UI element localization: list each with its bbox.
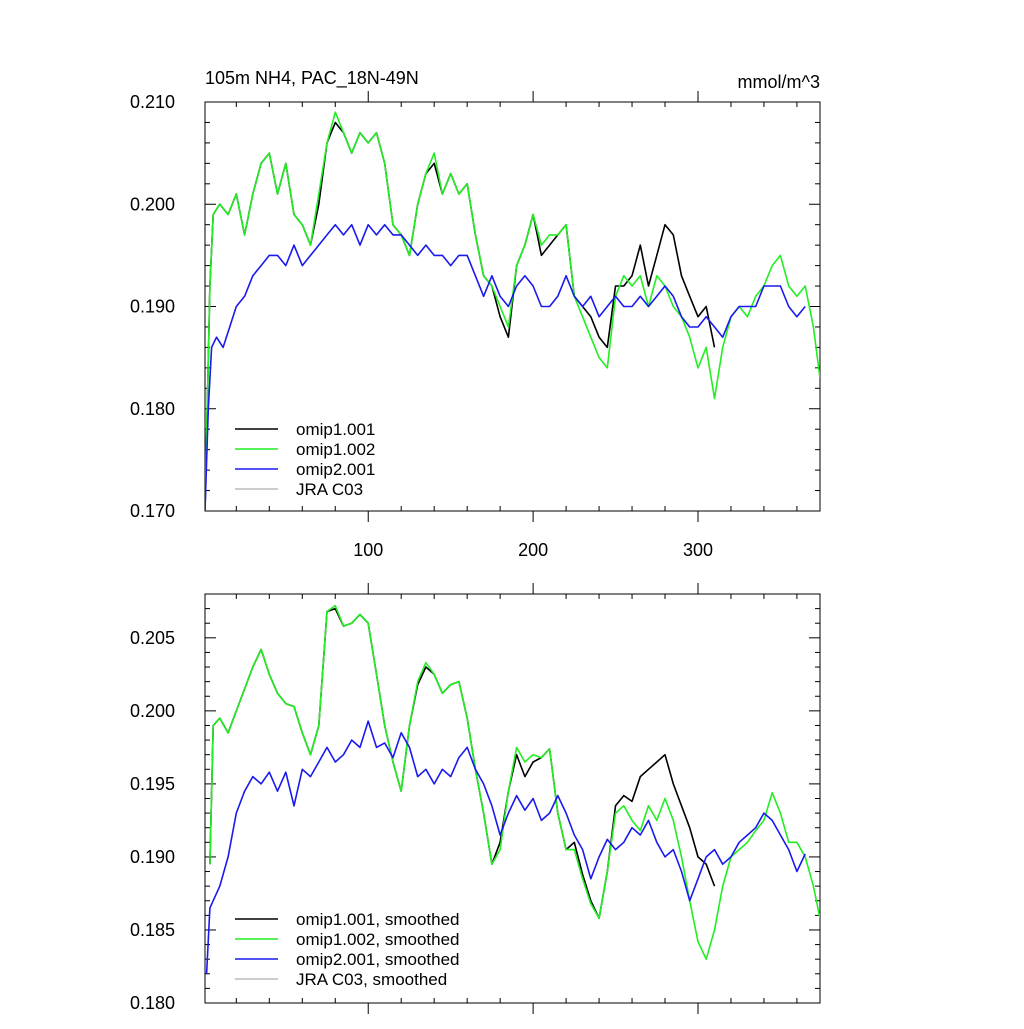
top-panel: 105m NH4, PAC_18N-49N mmol/m^3 100 200 300… [130, 68, 821, 560]
chart-title: 105m NH4, PAC_18N-49N [205, 68, 419, 89]
y-tick-label: 0.205 [130, 628, 175, 648]
y-tick-label: 0.190 [130, 847, 175, 867]
y-tick-label: 0.195 [130, 774, 175, 794]
units-label: mmol/m^3 [738, 72, 820, 92]
bottom-panel: 0.180 0.185 0.190 0.195 0.200 0.205 omip1.001,… [130, 583, 821, 1014]
y-tick-label: 0.200 [130, 701, 175, 721]
y-tick-label: 0.180 [130, 993, 175, 1013]
legend-label-omip2_001: omip2.001 [296, 460, 375, 479]
y-tick-label: 0.170 [130, 501, 175, 521]
y-tick-label: 0.210 [130, 92, 175, 112]
series-line-omip1_002 [209, 604, 820, 961]
series-line-omip1_001 [209, 607, 716, 920]
x-tick-label: 300 [683, 540, 713, 560]
y-tick-label: 0.190 [130, 297, 175, 317]
series-line-omip1_002 [205, 111, 820, 511]
legend-label-omip1_001: omip1.001, smoothed [296, 910, 460, 929]
legend-label-omip1_002: omip1.002 [296, 440, 375, 459]
legend-label-omip1_001: omip1.001 [296, 420, 375, 439]
y-tick-label: 0.185 [130, 920, 175, 940]
legend-label-jra_c03: JRA C03 [296, 480, 363, 499]
legend-label-omip1_002: omip1.002, smoothed [296, 930, 460, 949]
legend-label-jra_c03: JRA C03, smoothed [296, 970, 447, 989]
x-tick-label: 100 [353, 540, 383, 560]
legend-label-omip2_001: omip2.001, smoothed [296, 950, 460, 969]
y-tick-label: 0.180 [130, 399, 175, 419]
x-tick-label: 200 [518, 540, 548, 560]
series-line-omip2_001 [205, 223, 806, 511]
series-line-omip2_001 [205, 720, 806, 974]
y-tick-label: 0.200 [130, 194, 175, 214]
